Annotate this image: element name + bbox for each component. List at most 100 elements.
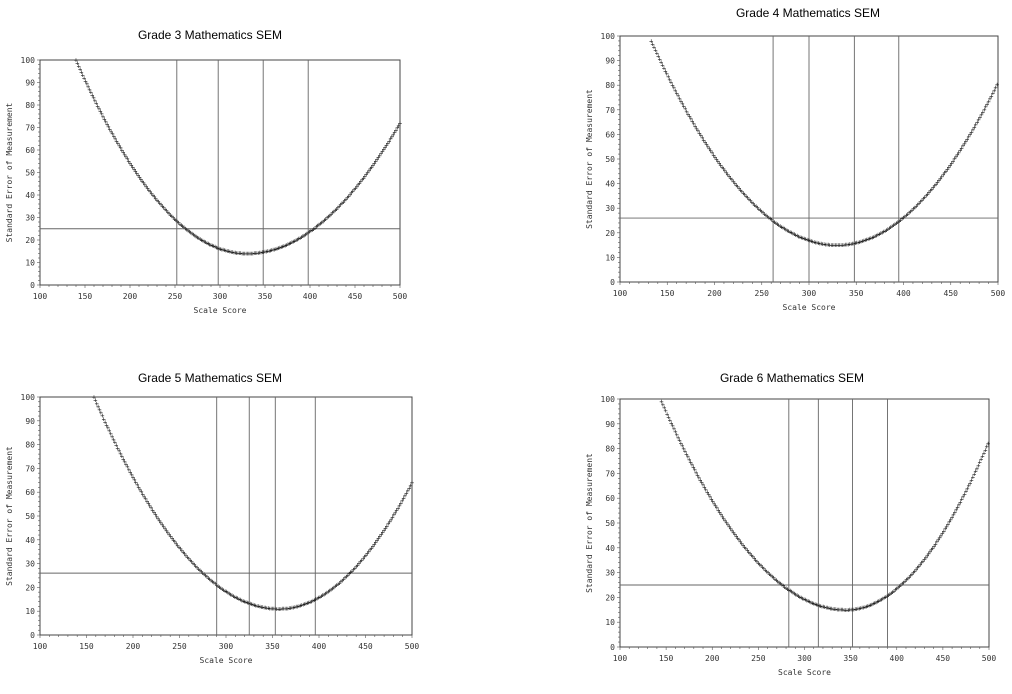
chart-0-sem-point: + [255,249,259,257]
chart-3-y-tick-label: 100 [601,395,616,404]
chart-0-sem-point: + [79,69,83,77]
chart-1-sem-point: + [669,79,673,87]
chart-2-sem-point: + [283,605,287,613]
chart-1-sem-point: + [984,103,988,111]
chart-3-sem-point: + [942,527,946,535]
chart-1-sem-point: + [650,41,654,49]
chart-3-sem-point: + [838,606,842,614]
chart-1-sem-point: + [865,236,869,244]
chart-1-sem-point: + [711,151,715,159]
chart-3-y-tick-label: 30 [605,569,615,578]
chart-1-sem-point: + [924,192,928,200]
chart-1-sem-point: + [942,169,946,177]
chart-3-sem-point: + [866,602,870,610]
chart-1-sem-point: + [867,235,871,243]
chart-1-sem-point: + [781,224,785,232]
chart-2-x-axis-label: Scale Score [200,656,253,665]
chart-2-sem-point: + [192,561,196,569]
chart-3-sem-point: + [819,602,823,610]
chart-0-sem-point: + [113,135,117,143]
chart-0-sem-point: + [190,230,194,238]
chart-2-sem-point: + [355,561,359,569]
chart-2-sem-point: + [166,529,170,537]
chart-2-sem-point: + [118,450,122,458]
chart-2-y-tick-label: 60 [25,488,35,497]
chart-1-sem-point: + [925,190,929,198]
chart-0-sem-point: + [259,249,263,257]
chart-0-sem-point: + [191,231,195,239]
chart-0-sem-point: + [384,142,388,150]
chart-0-sem-point: + [324,215,328,223]
chart-3-sem-point: + [888,590,892,598]
chart-2-sem-point: + [315,595,319,603]
chart-3-sem-point: + [902,579,906,587]
chart-0-sem-point: + [310,226,314,234]
chart-0-x-tick-label: 450 [348,292,363,301]
chart-2-sem-point: + [121,455,125,463]
chart-0-sem-point: + [287,240,291,248]
chart-2-sem-point: + [184,552,188,560]
chart-3-sem-point: + [893,586,897,594]
chart-3-sem-point: + [924,554,928,562]
chart-0-y-tick-label: 20 [25,236,35,245]
chart-0-sem-point: + [132,166,136,174]
chart-0-sem-point: + [224,247,228,255]
chart-1-sem-point: + [734,181,738,189]
chart-0-sem-point: + [112,133,116,141]
chart-0-sem-point: + [93,97,97,105]
chart-0-sem-point: + [75,60,79,68]
chart-1-sem-point: + [904,212,908,220]
chart-3-sem-point: + [799,594,803,602]
chart-0-sem-point: + [289,239,293,247]
chart-0-y-tick-label: 0 [30,281,35,290]
chart-2-sem-point: + [236,595,240,603]
chart-1-y-tick-label: 100 [601,32,616,41]
chart-0-sem-point: + [317,221,321,229]
chart-2-sem-point: + [245,599,249,607]
chart-0-sem-point: + [232,249,236,257]
chart-1-sem-point: + [819,240,823,248]
chart-0-sem-point: + [386,139,390,147]
chart-3-sem-point: + [682,445,686,453]
chart-1-sem-point: + [969,128,973,136]
chart-2-sem-point: + [311,597,315,605]
chart-0-sem-point: + [247,250,251,258]
chart-0-sem-point: + [137,173,141,181]
chart-2-sem-point: + [231,592,235,600]
chart-0-sem-point: + [394,126,398,134]
chart-2-sem-point: + [307,599,311,607]
chart-2-sem-point: + [100,412,104,420]
chart-2-y-tick-label: 30 [25,560,35,569]
chart-0-sem-point: + [120,146,124,154]
chart-1-sem-point: + [799,234,803,242]
chart-2-sem-point: + [395,507,399,515]
chart-0-sem-point: + [193,232,197,240]
chart-2-x-tick-label: 250 [172,642,187,651]
chart-2-sem-point: + [227,590,231,598]
chart-3-title: Grade 6 Mathematics SEM [720,371,864,385]
chart-3-sem-point: + [659,398,663,406]
chart-1-sem-point: + [652,44,656,52]
chart-3-sem-point: + [842,606,846,614]
chart-1-sem-point: + [869,235,873,243]
chart-3-sem-point: + [720,513,724,521]
chart-2-sem-point: + [155,513,159,521]
chart-0-sem-point: + [151,191,155,199]
chart-2-sem-point: + [224,588,228,596]
chart-2-sem-point: + [316,594,320,602]
chart-2-sem-point: + [326,588,330,596]
chart-2-sem-point: + [96,403,100,411]
chart-1-sem-point: + [758,207,762,215]
chart-3-sem-point: + [672,425,676,433]
chart-2-sem-point: + [222,586,226,594]
chart-0-sem-point: + [333,207,337,215]
chart-0-sem-point: + [143,181,147,189]
chart-3-sem-point: + [861,604,865,612]
chart-2-sem-point: + [163,525,167,533]
chart-1-sem-point: + [668,76,672,84]
chart-3-y-tick-label: 60 [605,494,615,503]
chart-1-sem-point: + [910,207,914,215]
chart-1-sem-point: + [727,173,731,181]
chart-2-sem-point: + [143,495,147,503]
chart-3-sem-point: + [953,509,957,517]
